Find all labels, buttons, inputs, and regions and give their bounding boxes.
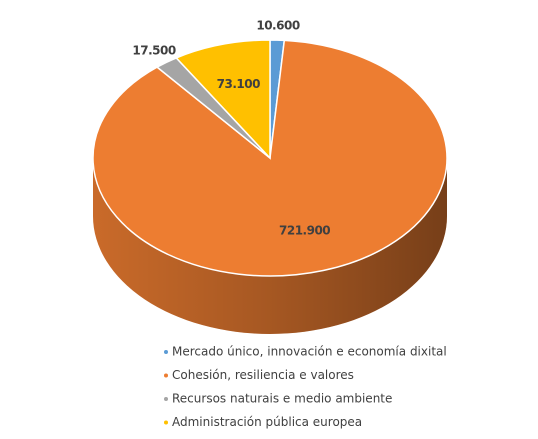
legend-marker	[164, 350, 168, 354]
legend-label: Recursos naturais e medio ambiente	[172, 392, 392, 406]
legend-marker	[164, 397, 168, 401]
side-shade	[93, 158, 447, 334]
value-label: 73.100	[217, 77, 260, 91]
legend-label: Mercado único, innovación e economía dix…	[172, 345, 447, 359]
slice	[174, 39, 271, 160]
value-label: 721.900	[279, 224, 330, 238]
legend-label: Administración pública europea	[172, 415, 362, 429]
legend-marker	[164, 420, 168, 425]
value-label: 17.500	[132, 43, 175, 57]
value-label: 10.600	[256, 18, 299, 32]
legend-label: Cohesión, resiliencia e valores	[172, 368, 354, 382]
legend-marker	[164, 373, 168, 378]
